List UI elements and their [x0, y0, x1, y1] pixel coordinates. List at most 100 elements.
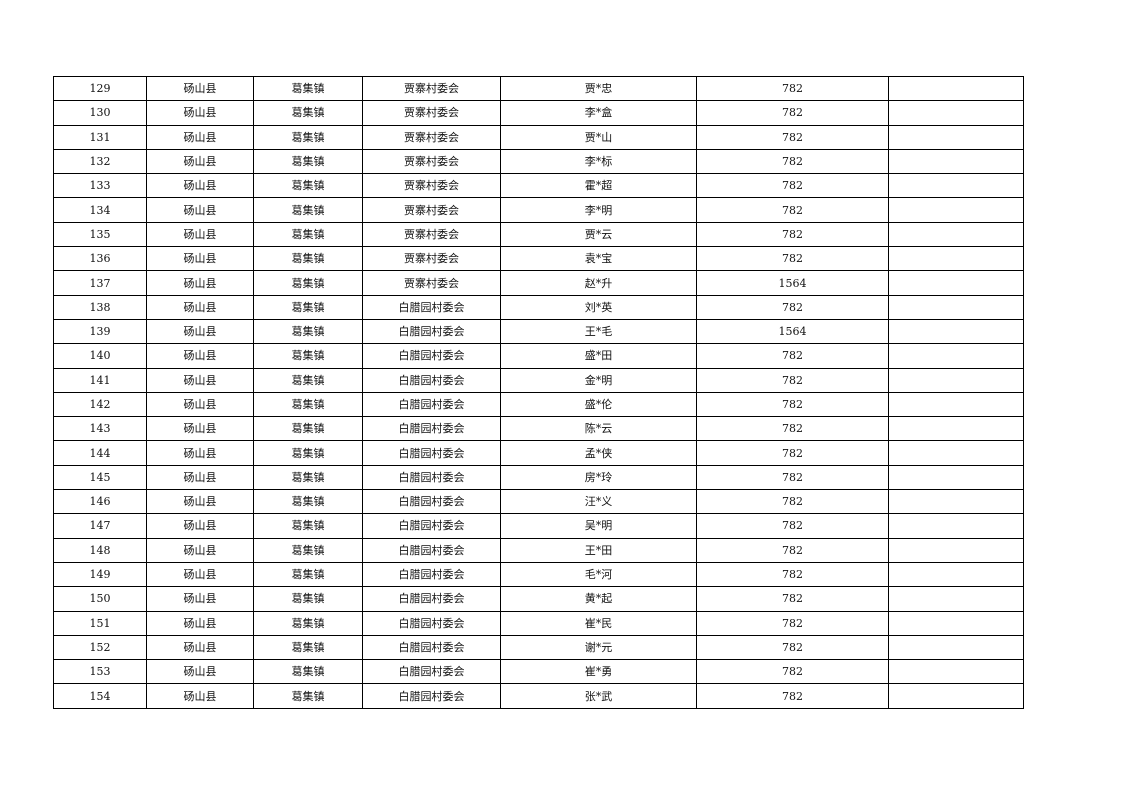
cell-name: 汪*义: [500, 489, 697, 515]
table-row: 149 砀山县 葛集镇 白腊园村委会 毛*河 782: [53, 561, 1024, 588]
cell-county: 砀山县: [146, 464, 254, 491]
cell-town: 葛集镇: [253, 610, 363, 636]
cell-village-committee: 白腊园村委会: [362, 537, 501, 563]
cell-amount: 782: [696, 367, 889, 393]
table-row: 145 砀山县 葛集镇 白腊园村委会 房*玲 782: [53, 464, 1024, 491]
cell-remarks: [888, 634, 1024, 661]
cell-remarks: [888, 416, 1024, 442]
cell-row-number: 144: [53, 440, 147, 466]
cell-amount: 782: [696, 148, 889, 175]
table-row: 138 砀山县 葛集镇 白腊园村委会 刘*英 782: [53, 294, 1024, 320]
cell-town: 葛集镇: [253, 440, 363, 466]
table-row: 142 砀山县 葛集镇 白腊园村委会 盛*伦 782: [53, 391, 1024, 418]
cell-amount: 782: [696, 659, 889, 685]
cell-name: 黄*起: [500, 586, 697, 612]
cell-county: 砀山县: [146, 610, 254, 636]
table-row: 135 砀山县 葛集镇 贾寨村委会 贾*云 782: [53, 221, 1024, 248]
cell-village-committee: 贾寨村委会: [362, 124, 501, 150]
cell-name: 崔*民: [500, 610, 697, 636]
cell-name: 金*明: [500, 367, 697, 393]
cell-county: 砀山县: [146, 270, 254, 296]
cell-town: 葛集镇: [253, 294, 363, 320]
cell-remarks: [888, 221, 1024, 248]
cell-county: 砀山县: [146, 100, 254, 126]
cell-remarks: [888, 537, 1024, 563]
cell-row-number: 129: [53, 75, 147, 102]
cell-row-number: 149: [53, 561, 147, 588]
table-row: 150 砀山县 葛集镇 白腊园村委会 黄*起 782: [53, 586, 1024, 612]
cell-row-number: 138: [53, 294, 147, 320]
table-row: 129 砀山县 葛集镇 贾寨村委会 贾*忠 782: [53, 75, 1024, 102]
cell-town: 葛集镇: [253, 561, 363, 588]
cell-town: 葛集镇: [253, 124, 363, 150]
cell-name: 王*毛: [500, 318, 697, 345]
cell-town: 葛集镇: [253, 100, 363, 126]
cell-remarks: [888, 173, 1024, 199]
cell-row-number: 132: [53, 148, 147, 175]
cell-remarks: [888, 683, 1024, 709]
cell-village-committee: 贾寨村委会: [362, 75, 501, 102]
cell-county: 砀山县: [146, 367, 254, 393]
table-row: 152 砀山县 葛集镇 白腊园村委会 谢*元 782: [53, 634, 1024, 661]
cell-amount: 782: [696, 537, 889, 563]
cell-remarks: [888, 391, 1024, 418]
table-row: 130 砀山县 葛集镇 贾寨村委会 李*盒 782: [53, 100, 1024, 126]
cell-town: 葛集镇: [253, 75, 363, 102]
cell-row-number: 148: [53, 537, 147, 563]
cell-name: 陈*云: [500, 416, 697, 442]
cell-row-number: 152: [53, 634, 147, 661]
table-row: 146 砀山县 葛集镇 白腊园村委会 汪*义 782: [53, 489, 1024, 515]
cell-amount: 782: [696, 586, 889, 612]
cell-row-number: 146: [53, 489, 147, 515]
cell-name: 袁*宝: [500, 246, 697, 272]
cell-county: 砀山县: [146, 197, 254, 223]
cell-county: 砀山县: [146, 416, 254, 442]
cell-remarks: [888, 270, 1024, 296]
cell-county: 砀山县: [146, 440, 254, 466]
cell-amount: 782: [696, 124, 889, 150]
cell-row-number: 141: [53, 367, 147, 393]
cell-village-committee: 白腊园村委会: [362, 610, 501, 636]
cell-village-committee: 贾寨村委会: [362, 221, 501, 248]
cell-town: 葛集镇: [253, 634, 363, 661]
cell-name: 张*武: [500, 683, 697, 709]
cell-amount: 782: [696, 197, 889, 223]
cell-remarks: [888, 75, 1024, 102]
cell-name: 吴*明: [500, 513, 697, 539]
cell-village-committee: 贾寨村委会: [362, 270, 501, 296]
cell-town: 葛集镇: [253, 586, 363, 612]
cell-village-committee: 白腊园村委会: [362, 489, 501, 515]
table-row: 133 砀山县 葛集镇 贾寨村委会 霍*超 782: [53, 173, 1024, 199]
cell-row-number: 153: [53, 659, 147, 685]
table-row: 136 砀山县 葛集镇 贾寨村委会 袁*宝 782: [53, 246, 1024, 272]
cell-county: 砀山县: [146, 537, 254, 563]
cell-remarks: [888, 124, 1024, 150]
cell-county: 砀山县: [146, 391, 254, 418]
table-row: 144 砀山县 葛集镇 白腊园村委会 孟*侠 782: [53, 440, 1024, 466]
cell-name: 房*玲: [500, 464, 697, 491]
cell-village-committee: 贾寨村委会: [362, 246, 501, 272]
cell-amount: 782: [696, 440, 889, 466]
cell-name: 刘*英: [500, 294, 697, 320]
cell-row-number: 137: [53, 270, 147, 296]
cell-village-committee: 贾寨村委会: [362, 173, 501, 199]
cell-amount: 782: [696, 610, 889, 636]
cell-remarks: [888, 197, 1024, 223]
cell-amount: 782: [696, 173, 889, 199]
cell-name: 孟*侠: [500, 440, 697, 466]
cell-row-number: 135: [53, 221, 147, 248]
cell-county: 砀山县: [146, 124, 254, 150]
cell-village-committee: 白腊园村委会: [362, 391, 501, 418]
cell-row-number: 131: [53, 124, 147, 150]
table-row: 141 砀山县 葛集镇 白腊园村委会 金*明 782: [53, 367, 1024, 393]
cell-name: 李*明: [500, 197, 697, 223]
cell-name: 盛*伦: [500, 391, 697, 418]
cell-amount: 782: [696, 561, 889, 588]
cell-village-committee: 贾寨村委会: [362, 148, 501, 175]
cell-town: 葛集镇: [253, 489, 363, 515]
cell-village-committee: 白腊园村委会: [362, 367, 501, 393]
cell-row-number: 154: [53, 683, 147, 709]
cell-name: 贾*忠: [500, 75, 697, 102]
cell-remarks: [888, 294, 1024, 320]
table-row: 140 砀山县 葛集镇 白腊园村委会 盛*田 782: [53, 343, 1024, 369]
